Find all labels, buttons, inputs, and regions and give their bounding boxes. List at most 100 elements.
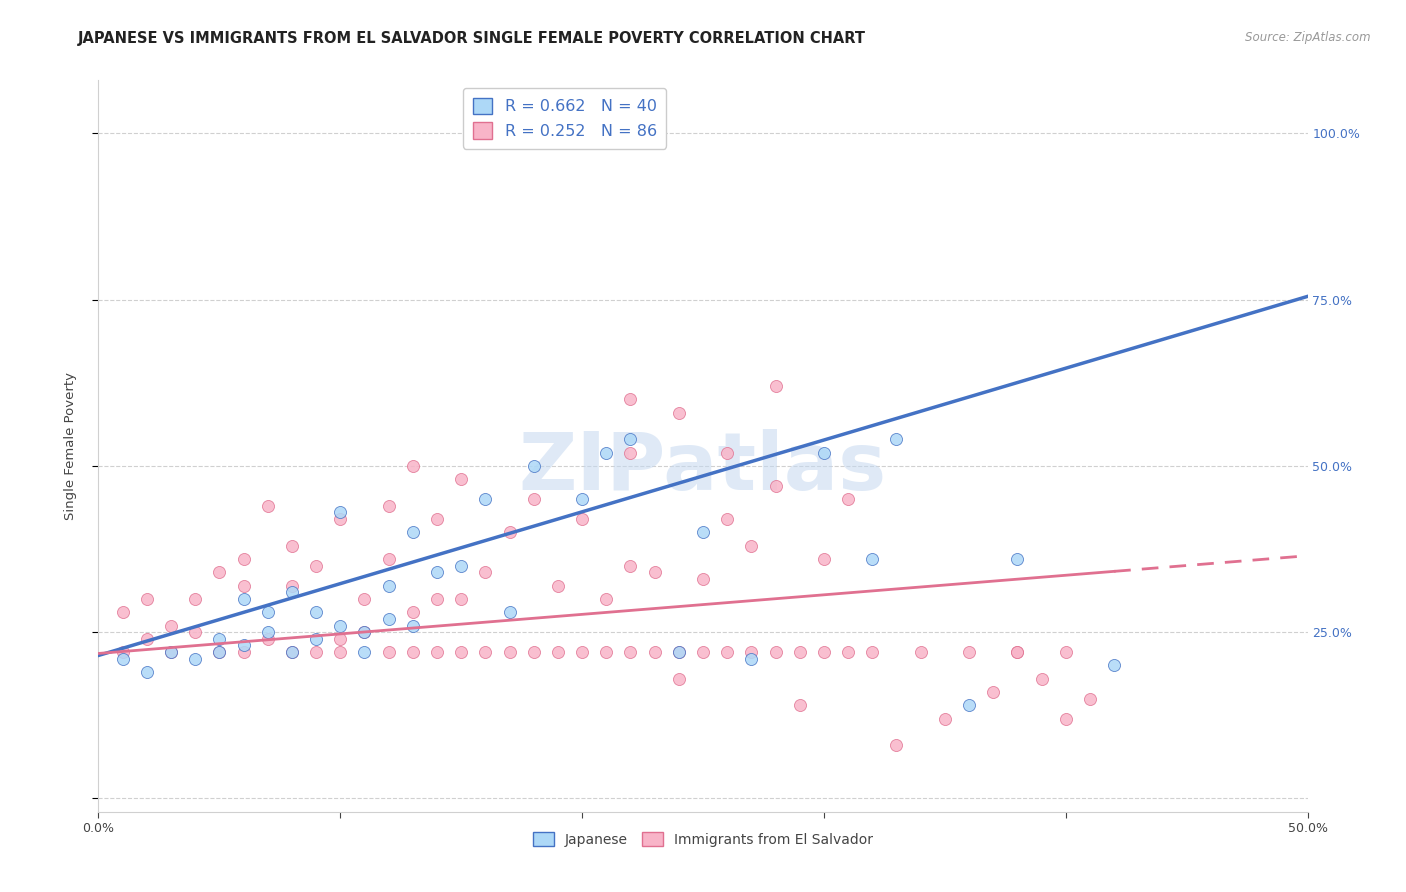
Point	[135, 591, 157, 606]
Point	[281, 645, 304, 659]
Point	[377, 579, 399, 593]
Point	[523, 645, 546, 659]
Point	[813, 645, 835, 659]
Point	[934, 712, 956, 726]
Point	[281, 585, 304, 599]
Point	[644, 645, 666, 659]
Point	[329, 645, 352, 659]
Point	[1007, 645, 1029, 659]
Point	[353, 625, 375, 640]
Point	[860, 645, 883, 659]
Point	[353, 645, 375, 659]
Point	[571, 512, 593, 526]
Text: JAPANESE VS IMMIGRANTS FROM EL SALVADOR SINGLE FEMALE POVERTY CORRELATION CHART: JAPANESE VS IMMIGRANTS FROM EL SALVADOR …	[77, 31, 865, 46]
Point	[547, 645, 569, 659]
Point	[716, 512, 738, 526]
Point	[208, 645, 231, 659]
Point	[281, 645, 304, 659]
Point	[160, 645, 183, 659]
Point	[1007, 552, 1029, 566]
Point	[813, 552, 835, 566]
Point	[256, 625, 278, 640]
Point	[1054, 645, 1077, 659]
Point	[402, 618, 425, 632]
Point	[740, 539, 762, 553]
Point	[765, 379, 787, 393]
Point	[523, 492, 546, 507]
Point	[571, 645, 593, 659]
Point	[402, 645, 425, 659]
Point	[1031, 672, 1053, 686]
Point	[305, 645, 328, 659]
Point	[837, 645, 859, 659]
Point	[305, 558, 328, 573]
Point	[450, 472, 472, 486]
Point	[474, 566, 496, 580]
Point	[256, 499, 278, 513]
Point	[547, 579, 569, 593]
Point	[1054, 712, 1077, 726]
Point	[860, 552, 883, 566]
Point	[353, 591, 375, 606]
Point	[111, 645, 134, 659]
Point	[426, 645, 449, 659]
Legend: Japanese, Immigrants from El Salvador: Japanese, Immigrants from El Salvador	[527, 826, 879, 853]
Point	[668, 645, 690, 659]
Point	[837, 492, 859, 507]
Point	[232, 591, 254, 606]
Point	[329, 512, 352, 526]
Point	[886, 738, 908, 752]
Point	[426, 512, 449, 526]
Point	[765, 645, 787, 659]
Point	[450, 558, 472, 573]
Point	[498, 525, 520, 540]
Point	[619, 558, 641, 573]
Point	[595, 591, 617, 606]
Point	[353, 625, 375, 640]
Point	[208, 632, 231, 646]
Point	[619, 645, 641, 659]
Point	[716, 645, 738, 659]
Point	[765, 479, 787, 493]
Point	[981, 685, 1004, 699]
Point	[957, 698, 980, 713]
Point	[498, 605, 520, 619]
Point	[402, 525, 425, 540]
Point	[1078, 691, 1101, 706]
Point	[595, 445, 617, 459]
Point	[474, 492, 496, 507]
Point	[692, 645, 714, 659]
Point	[402, 458, 425, 473]
Point	[668, 406, 690, 420]
Point	[184, 652, 207, 666]
Text: ZIPatlas: ZIPatlas	[519, 429, 887, 507]
Point	[305, 632, 328, 646]
Point	[692, 572, 714, 586]
Point	[160, 618, 183, 632]
Point	[619, 433, 641, 447]
Point	[886, 433, 908, 447]
Point	[135, 665, 157, 679]
Point	[256, 605, 278, 619]
Point	[160, 645, 183, 659]
Point	[377, 552, 399, 566]
Point	[450, 591, 472, 606]
Point	[426, 591, 449, 606]
Point	[232, 645, 254, 659]
Point	[377, 499, 399, 513]
Point	[111, 605, 134, 619]
Point	[184, 625, 207, 640]
Point	[957, 645, 980, 659]
Point	[813, 445, 835, 459]
Point	[305, 605, 328, 619]
Point	[135, 632, 157, 646]
Y-axis label: Single Female Poverty: Single Female Poverty	[63, 372, 77, 520]
Point	[789, 698, 811, 713]
Point	[256, 632, 278, 646]
Point	[1007, 645, 1029, 659]
Point	[910, 645, 932, 659]
Point	[329, 632, 352, 646]
Point	[668, 672, 690, 686]
Point	[184, 591, 207, 606]
Point	[232, 552, 254, 566]
